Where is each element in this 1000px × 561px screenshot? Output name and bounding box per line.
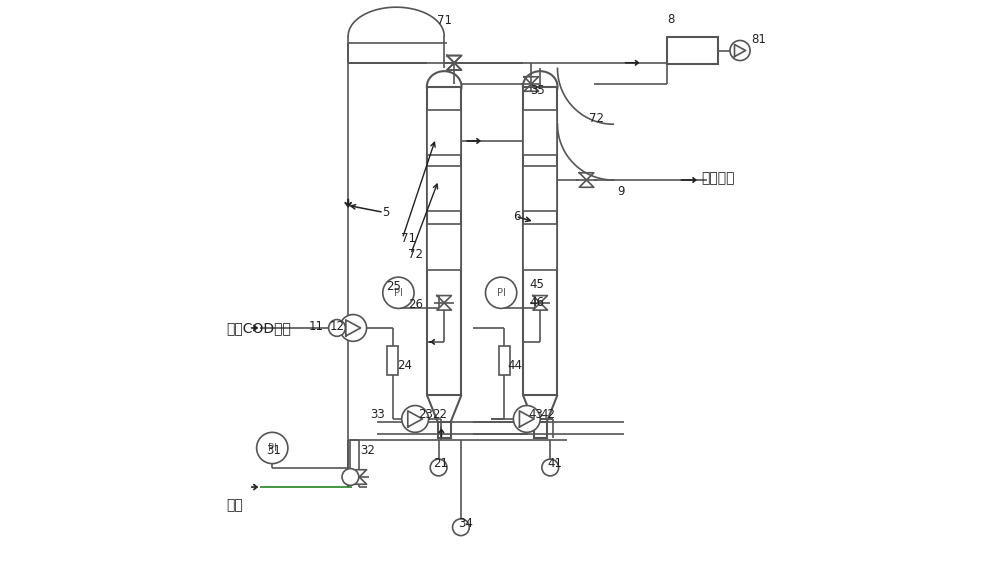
Text: 12: 12 [330, 320, 345, 333]
Text: 34: 34 [458, 517, 473, 530]
Bar [438, 422, 451, 439]
Bar [667, 36, 718, 65]
Text: 71: 71 [401, 232, 416, 245]
Text: 32: 32 [360, 444, 375, 457]
Circle shape [383, 277, 414, 309]
Text: 72: 72 [408, 248, 423, 261]
Bar [427, 165, 461, 211]
Text: 46: 46 [529, 296, 544, 309]
Text: 含高COD废水: 含高COD废水 [226, 321, 291, 335]
Text: 21: 21 [433, 457, 448, 470]
Bar [427, 86, 461, 395]
Bar [523, 110, 557, 155]
Bar [523, 86, 557, 395]
Circle shape [453, 519, 469, 536]
Bar [523, 224, 557, 270]
Text: 42: 42 [540, 408, 555, 421]
Circle shape [340, 315, 367, 341]
Text: 43: 43 [528, 408, 543, 421]
Bar [427, 224, 461, 270]
Circle shape [329, 320, 345, 337]
Text: PI: PI [268, 443, 277, 453]
Ellipse shape [427, 71, 461, 102]
Circle shape [542, 459, 559, 476]
Text: 35: 35 [530, 84, 545, 97]
Text: 5: 5 [382, 206, 389, 219]
Bar [523, 165, 557, 211]
Text: 达标产水: 达标产水 [701, 171, 734, 185]
Circle shape [257, 433, 288, 463]
Circle shape [430, 459, 447, 476]
Text: 23: 23 [418, 408, 433, 421]
Circle shape [730, 40, 750, 61]
Bar [534, 422, 547, 439]
Bar [387, 346, 398, 375]
Text: 72: 72 [589, 112, 604, 125]
Text: 41: 41 [547, 457, 562, 470]
Text: 6: 6 [513, 210, 521, 223]
Text: PI: PI [394, 288, 403, 298]
Text: 31: 31 [267, 444, 282, 457]
Text: 33: 33 [370, 408, 385, 421]
Circle shape [342, 468, 359, 485]
Text: 45: 45 [529, 278, 544, 292]
Text: 22: 22 [432, 408, 447, 421]
Circle shape [402, 406, 429, 433]
Text: 9: 9 [617, 185, 625, 197]
Text: PI: PI [497, 288, 506, 298]
Text: 24: 24 [397, 359, 412, 372]
Ellipse shape [523, 71, 557, 102]
Text: 81: 81 [751, 33, 766, 46]
Text: 25: 25 [386, 279, 401, 293]
Circle shape [513, 406, 540, 433]
Circle shape [485, 277, 517, 309]
Text: 11: 11 [309, 320, 324, 333]
Bar [427, 110, 461, 155]
Bar [499, 346, 510, 375]
Text: 44: 44 [508, 359, 523, 372]
Text: 26: 26 [408, 298, 423, 311]
Text: 8: 8 [667, 13, 675, 26]
Text: 臭氧: 臭氧 [226, 498, 243, 512]
Text: 71: 71 [437, 15, 452, 27]
